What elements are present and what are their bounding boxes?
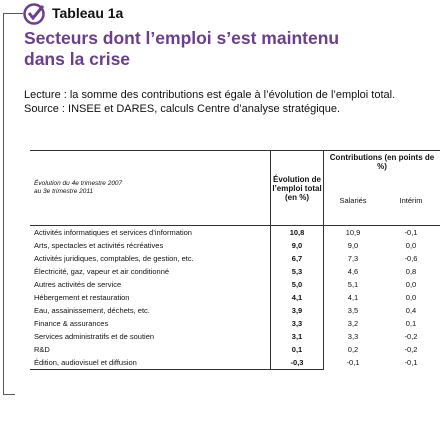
value-cell: 7,3: [347, 254, 359, 263]
row-label-cell: R&D: [30, 343, 271, 356]
value-cell: 4,1: [347, 293, 359, 302]
value-cell: 0,0: [405, 241, 417, 250]
value-cell: 0,1: [405, 319, 417, 328]
value-cell: 0,2: [347, 345, 359, 354]
row-label: Finance & assurances: [34, 319, 109, 328]
value-cell: 4,1: [270, 291, 324, 304]
row-label: Services administratifs et de soutien: [34, 332, 155, 341]
column-header: Contributions (en points de %): [323, 150, 440, 175]
title: Secteurs dont l’emploi s’est maintenu da…: [24, 28, 340, 69]
notes: Lecture : la somme des contributions est…: [24, 88, 395, 116]
note: Source : INSEE et DARES, calculs Centre …: [24, 103, 341, 115]
row-label-cell: Services administratifs et de soutien: [30, 330, 271, 343]
data-table: Évolution du 4e trimestre 2007 au 3e tri…: [30, 150, 440, 370]
table-row: Finance & assurances 3,3 3,2 0,1: [30, 317, 440, 330]
value-cell: 9,0: [347, 241, 359, 250]
column-header: Évolution de l’emploi total (en %): [270, 150, 324, 226]
value-cell: -0,1: [404, 358, 418, 368]
frame-line: [3, 13, 4, 395]
value-cell: 0,0: [405, 293, 417, 302]
row-label-cell: Activités informatiques et services d’in…: [30, 226, 271, 240]
row-label: Activités informatiques et services d’in…: [34, 228, 192, 237]
row-label-cell: Autres activités de service: [30, 278, 271, 291]
value-cell: 5,3: [270, 265, 324, 278]
frame-line: [3, 13, 23, 14]
value-cell: 9,0: [270, 239, 324, 252]
row-label: Électricité, gaz, vapeur et air conditio…: [34, 267, 170, 276]
row-label: Autres activités de service: [34, 280, 122, 289]
table-row: Hébergement et restauration 4,1 4,1 0,0: [30, 291, 440, 304]
table-label: Tableau 1a: [52, 5, 124, 21]
value-cell: -0,2: [404, 332, 418, 341]
value-cell: 0,1: [270, 343, 324, 356]
table-body: Activités informatiques et services d’in…: [30, 225, 440, 370]
value-cell: 4,6: [347, 267, 359, 276]
value-cell: 5,0: [270, 278, 324, 291]
row-label: Eau, assainissement, déchets, etc.: [34, 306, 150, 315]
table-row: Autres activités de service 5,0 5,1 0,0: [30, 278, 440, 291]
table-row: Édition, audiovisuel et diffusion -0,3 -0,…: [30, 356, 440, 370]
value-cell: 10,8: [270, 225, 324, 239]
row-label: Activités juridiques, comptables, de ges…: [34, 254, 194, 263]
row-label-cell: Hébergement et restauration: [30, 291, 271, 304]
value-cell: -0,3: [270, 356, 324, 370]
table-row: Services administratifs et de soutien 3,1…: [30, 330, 440, 343]
stub-line: Évolution du 4e trimestre 2007: [34, 180, 123, 187]
value-cell: -0,6: [404, 254, 418, 263]
table-row: Activités informatiques et services d’in…: [30, 225, 440, 240]
value-cell: -0,1: [346, 358, 360, 368]
value-cell: -0,2: [404, 345, 418, 354]
value-cell: 6,7: [270, 252, 324, 265]
row-label: R&D: [34, 345, 50, 354]
row-label: Édition, audiovisuel et diffusion: [34, 358, 137, 367]
value-cell: 10,9: [345, 228, 361, 237]
value-cell: 3,9: [270, 304, 324, 317]
check-icon: [23, 3, 45, 25]
value-cell: 3,5: [347, 306, 359, 315]
frame-line: [3, 394, 15, 395]
table-row: Arts, spectacles et activités récréative…: [30, 239, 440, 252]
row-label: Hébergement et restauration: [34, 293, 130, 302]
row-label-cell: Électricité, gaz, vapeur et air conditio…: [30, 265, 271, 278]
note: Lecture : la somme des contributions est…: [24, 89, 396, 101]
value-cell: 0,4: [405, 306, 417, 315]
stub-line: au 3e trimestre 2011: [34, 188, 94, 195]
column-header: Intérim: [382, 175, 440, 226]
value-cell: 0,8: [405, 267, 417, 276]
row-label-cell: Activités juridiques, comptables, de ges…: [30, 252, 271, 265]
value-cell: 3,3: [347, 332, 359, 341]
row-label-cell: Édition, audiovisuel et diffusion: [30, 356, 271, 370]
row-label-cell: Arts, spectacles et activités récréative…: [30, 239, 271, 252]
stub-header: Évolution du 4e trimestre 2007 au 3e tri…: [30, 150, 271, 226]
table-row: Activités juridiques, comptables, de ges…: [30, 252, 440, 265]
row-label-cell: Eau, assainissement, déchets, etc.: [30, 304, 271, 317]
row-label: Arts, spectacles et activités récréative…: [34, 241, 164, 250]
value-cell: 5,1: [347, 280, 359, 289]
value-cell: 3,2: [347, 319, 359, 328]
row-label-cell: Finance & assurances: [30, 317, 271, 330]
value-cell: -0,1: [404, 228, 418, 237]
value-cell: 3,3: [270, 317, 324, 330]
value-cell: 3,1: [270, 330, 324, 343]
table-row: Électricité, gaz, vapeur et air conditio…: [30, 265, 440, 278]
value-cell: 0,0: [405, 280, 417, 289]
column-header: Salariés: [323, 175, 382, 226]
table-row: R&D 0,1 0,2 -0,2: [30, 343, 440, 356]
table-row: Eau, assainissement, déchets, etc. 3,9 3,5…: [30, 304, 440, 317]
